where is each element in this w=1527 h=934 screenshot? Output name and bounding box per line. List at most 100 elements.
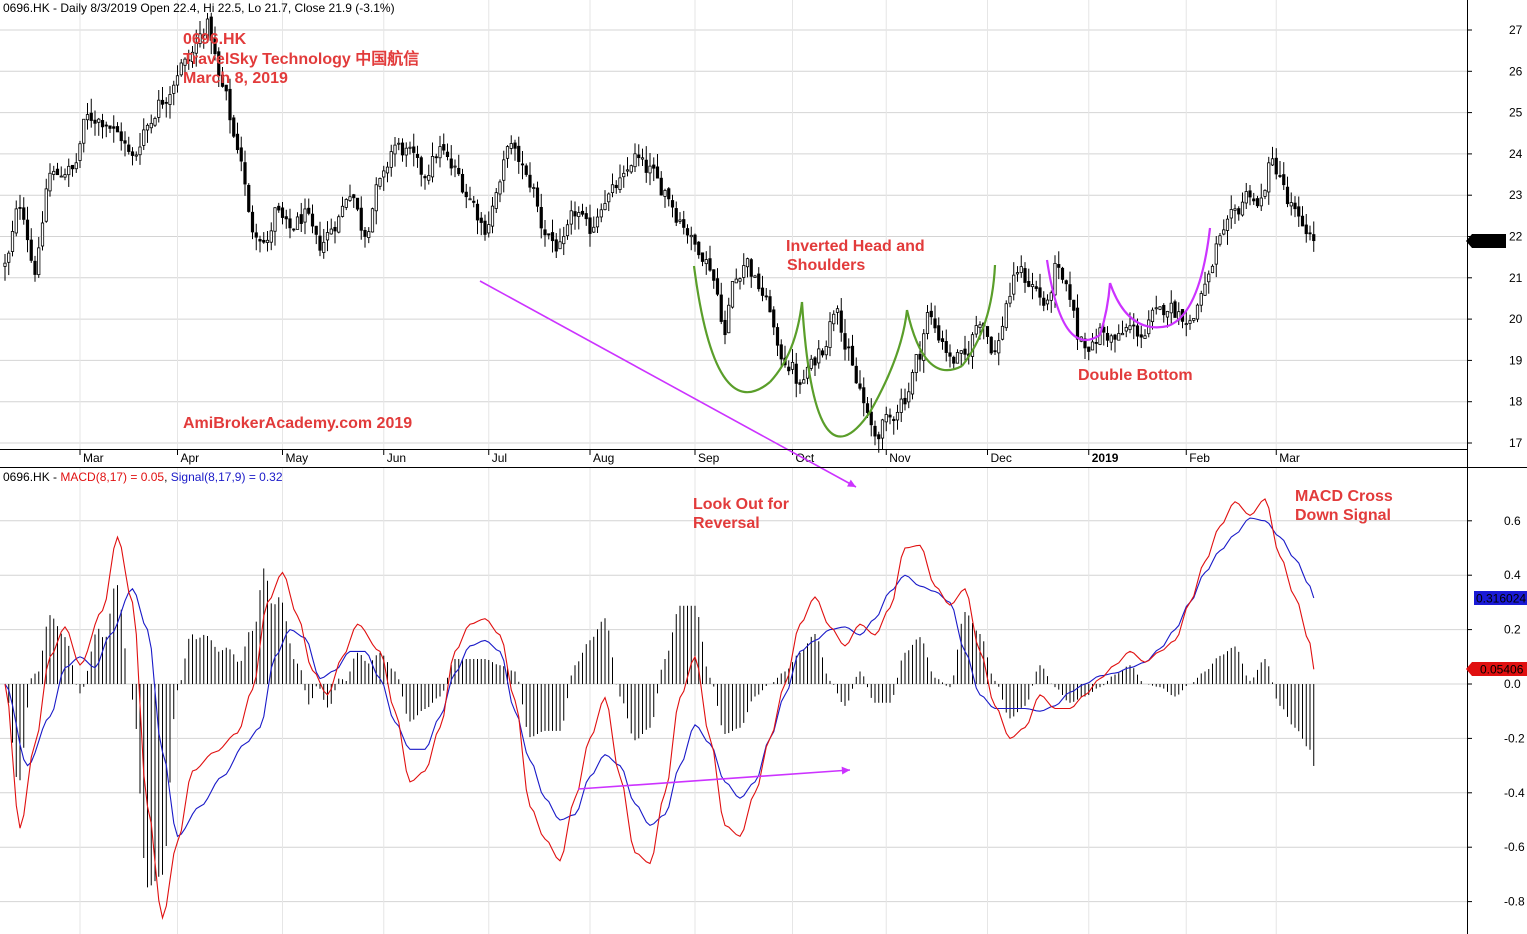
annotation-reversal-line2: Reversal <box>693 515 760 532</box>
candle-body <box>742 265 746 278</box>
candle-body <box>550 232 555 242</box>
candle-body <box>820 350 825 356</box>
candle-body <box>1038 287 1042 298</box>
candle-body <box>790 361 795 370</box>
macd-header-macd: MACD(8,17) = 0.05 <box>60 470 164 484</box>
price-tick-label: 17 <box>1509 436 1523 450</box>
candle-body <box>670 200 675 208</box>
candle-body <box>1158 306 1162 310</box>
macd-histogram <box>8 568 1315 888</box>
candle-body <box>1184 323 1188 326</box>
macd-line <box>4 498 1315 921</box>
candle-body <box>554 239 558 252</box>
candle-body <box>190 51 195 62</box>
candle-body <box>993 350 997 353</box>
candle-body <box>595 216 600 228</box>
candle-body <box>565 224 570 237</box>
candle-body <box>468 198 472 201</box>
candle-body <box>205 18 210 38</box>
candle-body <box>869 411 873 426</box>
candle-body <box>539 207 543 229</box>
candle-body <box>378 178 382 187</box>
ihs-left-shoulder-arc <box>692 265 771 394</box>
candle-body <box>509 143 513 149</box>
price-trend-arrow-head <box>847 479 856 487</box>
candle-body <box>427 175 431 181</box>
candle-body <box>325 232 330 241</box>
candle-body <box>130 151 135 156</box>
candle-body <box>100 120 105 128</box>
candle-body <box>89 112 93 121</box>
candle-body <box>25 219 30 241</box>
candle-body <box>370 208 375 233</box>
candle-body <box>817 348 821 364</box>
candle-body <box>1139 334 1143 338</box>
candle-body <box>1109 335 1113 343</box>
candle-body <box>22 207 26 220</box>
candle-body <box>760 287 765 296</box>
candle-body <box>232 117 236 137</box>
candle-body <box>944 341 948 353</box>
candle-body <box>55 168 60 176</box>
candle-body <box>502 159 506 181</box>
candle-body <box>419 157 423 175</box>
candle-body <box>490 205 495 227</box>
month-label: Mar <box>1279 451 1300 465</box>
candle-body <box>757 273 761 290</box>
candle-body <box>528 174 532 188</box>
candle-body <box>1210 265 1215 274</box>
candle-body <box>457 167 461 175</box>
macd-tick-label: 0.2 <box>1504 623 1521 637</box>
month-label: Sep <box>698 451 720 465</box>
candle-body <box>727 304 731 334</box>
candle-body <box>588 217 592 234</box>
candle-body <box>689 234 693 238</box>
candle-body <box>603 203 607 211</box>
candle-body <box>1214 243 1218 265</box>
candle-body <box>348 196 352 201</box>
candle-body <box>1087 346 1091 352</box>
candle-body <box>599 209 603 218</box>
candle-body <box>1000 325 1005 340</box>
candle-body <box>1229 209 1233 219</box>
price-y-axis: 17 18 19 20 21 22 23 24 25 26 27 <box>1467 23 1523 450</box>
candle-body <box>959 350 963 354</box>
price-tick-label: 21 <box>1509 271 1523 285</box>
candle-body <box>442 144 446 151</box>
macd-divergence-arrow <box>577 769 851 790</box>
candle-body <box>622 172 626 178</box>
candle-body <box>1282 174 1286 186</box>
candle-body <box>355 197 360 210</box>
candle-body <box>1165 311 1170 318</box>
candle-body <box>674 208 678 223</box>
candle-body <box>1030 284 1035 288</box>
watermark: AmiBrokerAcademy.com 2019 <box>183 415 412 432</box>
candle-body <box>884 414 888 423</box>
candle-body <box>779 344 783 360</box>
candle-body <box>172 84 176 94</box>
candle-body <box>948 352 952 357</box>
candle-body <box>220 74 225 87</box>
candle-body <box>1278 175 1282 177</box>
candle-body <box>1094 342 1098 344</box>
candle-body <box>1113 334 1117 340</box>
candle-body <box>734 278 738 284</box>
candle-body <box>108 125 112 129</box>
candle-body <box>997 340 1001 354</box>
candle-body <box>738 278 742 282</box>
candle-body <box>974 325 978 335</box>
candle-body <box>337 216 341 233</box>
candle-body <box>1237 208 1241 215</box>
candle-body <box>1068 284 1072 300</box>
candle-body <box>160 99 165 105</box>
signal-value-badge: 0.316024 <box>1474 591 1527 606</box>
candle-body <box>1004 303 1008 329</box>
candle-body <box>895 411 900 421</box>
price-tick-label: 25 <box>1509 106 1523 120</box>
candle-body <box>1053 262 1057 296</box>
candle-body <box>104 124 108 127</box>
candle-body <box>127 144 131 152</box>
candle-body <box>235 133 240 151</box>
candle-body <box>517 145 521 162</box>
candle-body <box>753 275 757 278</box>
